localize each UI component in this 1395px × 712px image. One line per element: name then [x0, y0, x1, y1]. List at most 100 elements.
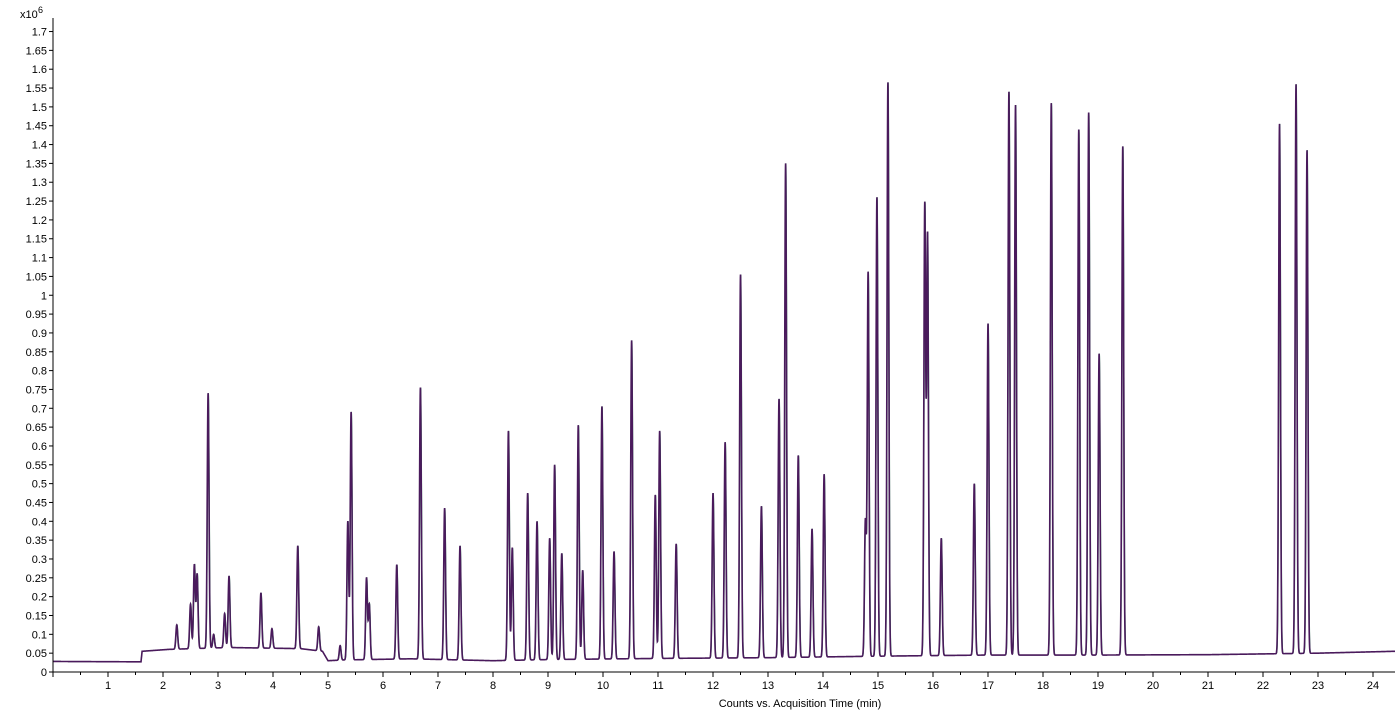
y-tick-label: 0.8	[32, 366, 47, 378]
y-tick-label: 0.25	[26, 573, 47, 585]
peak-point	[207, 392, 209, 394]
peak-point	[864, 520, 866, 522]
y-tick-label: 1.45	[26, 121, 47, 133]
peak-point	[260, 592, 262, 594]
peak-point	[561, 552, 563, 554]
peak-point	[443, 507, 445, 509]
peak-point	[926, 234, 928, 236]
peak-point	[548, 537, 550, 539]
x-tick-label: 19	[1092, 680, 1104, 692]
y-tick-label: 1.65	[26, 45, 47, 57]
x-tick-label: 15	[872, 680, 884, 692]
peak-point	[1008, 91, 1010, 93]
peak-point	[601, 405, 603, 407]
y-tick-label: 0.9	[32, 328, 47, 340]
y-tick-label: 0.85	[26, 347, 47, 359]
x-tick-label: 7	[435, 680, 441, 692]
x-tick-label: 4	[270, 680, 276, 692]
peak-point	[365, 577, 367, 579]
y-tick-label: 0.7	[32, 403, 47, 415]
plot-area	[53, 81, 1395, 663]
peak-point	[396, 563, 398, 565]
peak-point	[675, 543, 677, 545]
x-tick-label: 23	[1312, 680, 1324, 692]
peak-point	[760, 505, 762, 507]
peak-point	[347, 520, 349, 522]
peak-point	[297, 545, 299, 547]
peak-point	[1122, 145, 1124, 147]
peak-point	[577, 424, 579, 426]
peak-point	[630, 339, 632, 341]
x-tick-label: 5	[325, 680, 331, 692]
y-tick-label: 1.2	[32, 215, 47, 227]
peak-point	[196, 573, 198, 575]
y-tick-label: 0.1	[32, 629, 47, 641]
peak-point	[811, 528, 813, 530]
peak-point	[271, 627, 273, 629]
x-tick-label: 1	[105, 680, 111, 692]
peak-point	[1078, 128, 1080, 130]
y-tick-label: 0.15	[26, 610, 47, 622]
x-tick-label: 10	[597, 680, 609, 692]
y-tick-label: 1	[41, 290, 47, 302]
peak-point	[526, 492, 528, 494]
x-tick-label: 12	[707, 680, 719, 692]
y-tick-label: 0.2	[32, 592, 47, 604]
y-tick-label: 1.7	[32, 27, 47, 39]
peak-point	[511, 546, 513, 548]
peak-point	[368, 603, 370, 605]
x-tick-label: 14	[817, 680, 829, 692]
x-tick-label: 8	[490, 680, 496, 692]
peak-point	[876, 196, 878, 198]
y-tick-label: 1.15	[26, 234, 47, 246]
peak-point	[1295, 83, 1297, 85]
peak-point	[724, 441, 726, 443]
peak-point	[189, 603, 191, 605]
y-tick-label: 0.3	[32, 554, 47, 566]
x-tick-label: 13	[762, 680, 774, 692]
peak-point	[613, 550, 615, 552]
x-tick-label: 22	[1257, 680, 1269, 692]
y-multiplier-label: x10	[20, 9, 38, 21]
peak-point	[223, 612, 225, 614]
peak-point	[1098, 352, 1100, 354]
y-tick-label: 1.25	[26, 196, 47, 208]
peak-point	[1087, 111, 1089, 113]
y-tick-label: 1.5	[32, 102, 47, 114]
peak-point	[553, 464, 555, 466]
y-tick-label: 1.05	[26, 271, 47, 283]
x-tick-label: 17	[982, 680, 994, 692]
peak-point	[459, 545, 461, 547]
x-tick-label: 21	[1202, 680, 1214, 692]
x-axis-title: Counts vs. Acquisition Time (min)	[719, 698, 882, 710]
peak-point	[1306, 149, 1308, 151]
peak-point	[176, 624, 178, 626]
peak-point	[887, 81, 889, 83]
y-tick-label: 1.55	[26, 83, 47, 95]
y-tick-label: 0.5	[32, 479, 47, 491]
peak-point	[212, 633, 214, 635]
peak-point	[654, 494, 656, 496]
peak-point	[193, 563, 195, 565]
x-tick-label: 24	[1367, 680, 1379, 692]
y-tick-label: 1.6	[32, 64, 47, 76]
x-tick-label: 11	[652, 680, 663, 692]
peak-point	[712, 492, 714, 494]
peak-point	[339, 644, 341, 646]
y-tick-label: 1.4	[32, 140, 47, 152]
y-tick-label: 0.95	[26, 309, 47, 321]
y-tick-label: 0.05	[26, 648, 47, 660]
y-tick-label: 0.6	[32, 441, 47, 453]
x-tick-label: 2	[160, 680, 166, 692]
x-tick-label: 3	[215, 680, 221, 692]
y-tick-label: 0.45	[26, 497, 47, 509]
y-tick-label: 1.1	[32, 253, 47, 265]
y-tick-label: 0.55	[26, 460, 47, 472]
peak-point	[228, 575, 230, 577]
x-tick-label: 20	[1147, 680, 1159, 692]
y-tick-label: 0.4	[32, 516, 47, 528]
peak-point	[581, 569, 583, 571]
peak-point	[1050, 102, 1052, 104]
y-tick-label: 1.35	[26, 158, 47, 170]
